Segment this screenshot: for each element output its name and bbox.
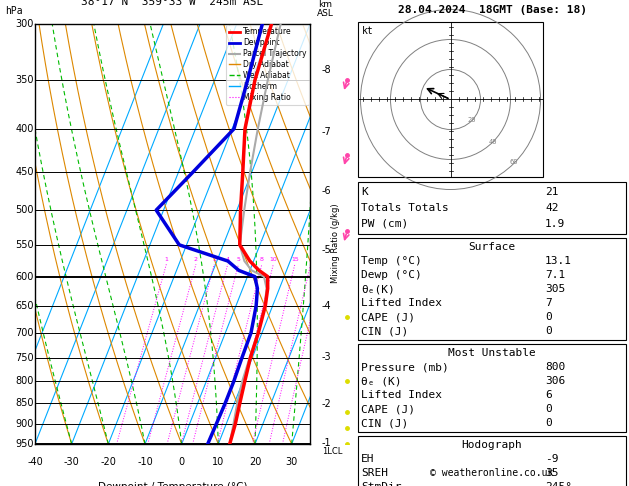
Text: 350: 350	[15, 75, 33, 85]
Text: 10: 10	[269, 257, 277, 261]
Text: Totals Totals: Totals Totals	[361, 203, 448, 213]
Text: 8: 8	[260, 257, 264, 261]
Text: 21: 21	[545, 187, 559, 197]
Text: Most Unstable: Most Unstable	[448, 348, 536, 358]
Text: 15: 15	[291, 257, 299, 261]
Text: kt: kt	[362, 26, 374, 36]
Text: CAPE (J): CAPE (J)	[361, 404, 415, 414]
Text: Lifted Index: Lifted Index	[361, 390, 442, 400]
Text: -8: -8	[322, 65, 331, 75]
Text: 7: 7	[545, 298, 552, 308]
Text: 60: 60	[509, 159, 518, 166]
Text: 800: 800	[545, 362, 565, 372]
Bar	[358, 182, 626, 234]
Text: 1.9: 1.9	[545, 219, 565, 229]
Text: © weatheronline.co.uk: © weatheronline.co.uk	[430, 468, 554, 478]
Text: Dewpoint / Temperature (°C): Dewpoint / Temperature (°C)	[97, 482, 247, 486]
Text: 2: 2	[194, 257, 198, 261]
Text: 28.04.2024  18GMT (Base: 18): 28.04.2024 18GMT (Base: 18)	[398, 5, 586, 15]
Text: 13.1: 13.1	[545, 256, 572, 266]
Text: θₑ(K): θₑ(K)	[361, 284, 395, 294]
Text: 0: 0	[545, 326, 552, 336]
Text: 0: 0	[545, 312, 552, 322]
Text: -2: -2	[322, 399, 331, 409]
Bar	[358, 238, 626, 340]
Text: 850: 850	[15, 399, 33, 408]
Text: -9: -9	[545, 454, 559, 464]
Text: 10: 10	[212, 457, 225, 467]
Text: -10: -10	[137, 457, 153, 467]
Text: -6: -6	[322, 187, 331, 196]
Text: 400: 400	[15, 124, 33, 134]
Text: Dewp (°C): Dewp (°C)	[361, 270, 422, 280]
Text: Temp (°C): Temp (°C)	[361, 256, 422, 266]
Text: 0: 0	[545, 418, 552, 428]
Text: CAPE (J): CAPE (J)	[361, 312, 415, 322]
Text: 7.1: 7.1	[545, 270, 565, 280]
Text: PW (cm): PW (cm)	[361, 219, 408, 229]
Text: 20: 20	[249, 457, 261, 467]
Text: 600: 600	[15, 272, 33, 281]
Text: 0: 0	[545, 404, 552, 414]
Text: θₑ (K): θₑ (K)	[361, 376, 401, 386]
Text: 20: 20	[467, 118, 476, 123]
Text: Hodograph: Hodograph	[462, 440, 522, 450]
Text: -7: -7	[322, 127, 331, 138]
Text: 306: 306	[545, 376, 565, 386]
Text: CIN (J): CIN (J)	[361, 418, 408, 428]
Text: hPa: hPa	[5, 6, 23, 16]
Text: K: K	[361, 187, 368, 197]
Text: Surface: Surface	[469, 242, 516, 252]
Text: -3: -3	[322, 352, 331, 363]
Text: 950: 950	[15, 439, 33, 449]
Text: -30: -30	[64, 457, 79, 467]
Text: Mixing Ratio (g/kg): Mixing Ratio (g/kg)	[330, 203, 340, 283]
Text: StmDir: StmDir	[361, 482, 401, 486]
Text: 1: 1	[164, 257, 169, 261]
Text: Lifted Index: Lifted Index	[361, 298, 442, 308]
Text: -4: -4	[322, 301, 331, 312]
Text: -20: -20	[101, 457, 116, 467]
Text: 42: 42	[545, 203, 559, 213]
Text: -40: -40	[27, 457, 43, 467]
Text: 40: 40	[488, 139, 497, 144]
Text: 305: 305	[545, 284, 565, 294]
Text: 450: 450	[15, 167, 33, 177]
Text: 245°: 245°	[545, 482, 572, 486]
Text: -5: -5	[322, 245, 331, 255]
Text: 500: 500	[15, 205, 33, 215]
Legend: Temperature, Dewpoint, Parcel Trajectory, Dry Adiabat, Wet Adiabat, Isotherm, Mi: Temperature, Dewpoint, Parcel Trajectory…	[226, 25, 309, 104]
Text: 3: 3	[212, 257, 216, 261]
Text: 550: 550	[15, 240, 33, 250]
Text: 650: 650	[15, 301, 33, 311]
Text: 1LCL: 1LCL	[322, 447, 342, 456]
Text: 0: 0	[179, 457, 185, 467]
Text: 800: 800	[15, 376, 33, 386]
Text: SREH: SREH	[361, 468, 388, 478]
Text: 700: 700	[15, 328, 33, 338]
Text: 35: 35	[545, 468, 559, 478]
Text: CIN (J): CIN (J)	[361, 326, 408, 336]
Text: -1: -1	[322, 438, 331, 448]
Bar	[358, 22, 543, 177]
Text: 900: 900	[15, 419, 33, 429]
Text: 38°17'N  359°33'W  245m ASL: 38°17'N 359°33'W 245m ASL	[81, 0, 264, 7]
Bar	[358, 344, 626, 432]
Text: 300: 300	[15, 19, 33, 29]
Text: km
ASL: km ASL	[317, 0, 334, 18]
Text: 6: 6	[545, 390, 552, 400]
Bar	[358, 436, 626, 486]
Text: 5: 5	[237, 257, 240, 261]
Text: 750: 750	[15, 353, 33, 363]
Text: 30: 30	[286, 457, 298, 467]
Text: Pressure (mb): Pressure (mb)	[361, 362, 448, 372]
Text: EH: EH	[361, 454, 374, 464]
Text: 4: 4	[226, 257, 230, 261]
